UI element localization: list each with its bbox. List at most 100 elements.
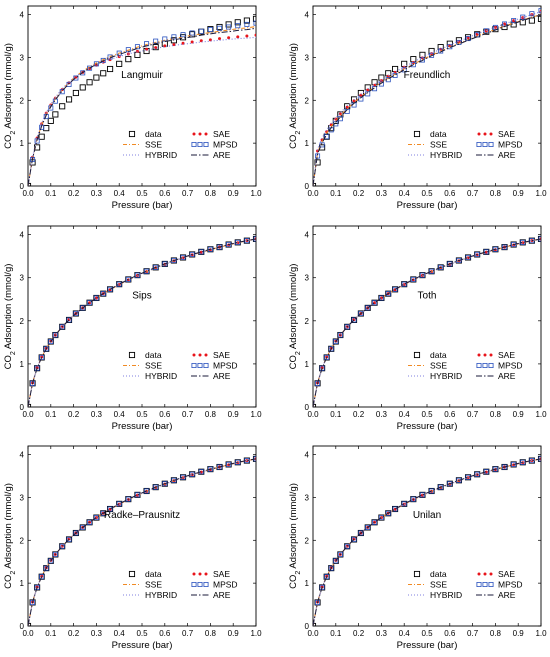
x-tick-label: 0.0 — [307, 189, 319, 198]
series-data — [313, 15, 541, 186]
chart-panel-5: 0.0 0.1 0.2 0.3 0.4 0.5 0.6 0.7 0.8 0.9 1.0 0 1 2 3 4 Pr… — [3, 445, 262, 651]
x-tick-label: 0.3 — [376, 629, 388, 638]
x-tick-label: 1.0 — [250, 189, 262, 198]
data-point — [216, 463, 223, 471]
x-axis-label: Pressure (bar) — [397, 421, 458, 432]
data-point — [352, 99, 356, 103]
data-point — [225, 21, 232, 28]
y-tick-label: 0 — [305, 182, 310, 191]
data-point — [161, 480, 168, 487]
data-point — [116, 60, 123, 67]
legend-marker — [198, 132, 202, 136]
data-point — [171, 477, 177, 483]
x-tick-label: 0.4 — [399, 410, 411, 419]
data-point — [125, 276, 132, 283]
y-axis-label: CO2 Adsorption (mmol/g) — [3, 43, 17, 149]
plot-area — [313, 235, 541, 407]
x-tick-label: 0.3 — [376, 410, 388, 419]
x-tick-label: 0.9 — [513, 410, 525, 419]
x-tick-label: 0.2 — [353, 629, 365, 638]
data-point — [372, 519, 378, 525]
data-point — [100, 510, 106, 516]
chart-panel-3: 0.0 0.1 0.2 0.3 0.4 0.5 0.6 0.7 0.8 0.9 1.0 0 1 2 3 4 Pr… — [3, 225, 262, 432]
legend-label-are: ARE — [213, 150, 231, 160]
legend-label-sae: SAE — [213, 350, 230, 360]
data-point — [474, 251, 481, 258]
data-point — [365, 305, 371, 311]
data-point — [235, 23, 241, 29]
y-tick-label: 0 — [305, 403, 310, 412]
data-point — [207, 246, 214, 253]
data-point — [134, 272, 140, 278]
data-point — [314, 159, 321, 166]
x-tick-label: 0.5 — [136, 410, 148, 419]
legend-label-sse: SSE — [145, 361, 162, 371]
data-point — [313, 403, 317, 407]
data-point — [530, 239, 534, 243]
legend-marker — [413, 570, 421, 578]
data-point — [107, 505, 114, 513]
chart-panel-6: 0.0 0.1 0.2 0.3 0.4 0.5 0.6 0.7 0.8 0.9 1.0 0 1 2 3 4 Pr… — [288, 445, 547, 651]
data-point — [410, 276, 416, 282]
data-point — [324, 134, 330, 140]
data-point — [438, 264, 444, 270]
series-mpsd — [315, 236, 541, 386]
legend-marker — [204, 132, 208, 136]
data-point — [226, 24, 232, 30]
data-point — [492, 246, 499, 253]
series-line-are — [28, 238, 256, 407]
data-point — [315, 380, 321, 386]
data-point — [93, 61, 99, 67]
data-point — [392, 65, 399, 73]
data-point — [350, 536, 358, 543]
data-point — [134, 492, 140, 498]
series-line-sse — [313, 14, 541, 186]
x-tick-label: 1.0 — [250, 629, 262, 638]
y-tick-label: 0 — [20, 403, 25, 412]
data-point — [428, 487, 435, 495]
panel-title: Unilan — [413, 510, 441, 521]
data-point — [29, 380, 36, 387]
data-point — [385, 510, 391, 516]
legend-label-data: data — [430, 129, 447, 139]
data-point — [125, 56, 132, 63]
data-point — [401, 501, 407, 507]
data-point — [100, 70, 107, 77]
legend-label-hybrid: HYBRID — [145, 150, 177, 160]
legend-marker — [192, 572, 196, 576]
data-point — [207, 27, 213, 33]
x-tick-label: 0.9 — [228, 189, 240, 198]
data-point — [34, 365, 41, 372]
legend-label-mpsd: MPSD — [213, 140, 238, 150]
data-point — [385, 291, 391, 297]
x-tick-label: 0.8 — [490, 410, 502, 419]
series-data — [313, 455, 541, 626]
data-point — [162, 36, 168, 42]
data-point — [87, 519, 93, 525]
legend-label-mpsd: MPSD — [498, 140, 523, 150]
data-point — [86, 299, 93, 306]
x-tick-label: 0.6 — [159, 189, 171, 198]
x-tick-label: 0.8 — [205, 629, 217, 638]
x-tick-label: 0.1 — [330, 410, 342, 419]
data-point — [245, 239, 249, 243]
legend-symbol-mpsd — [191, 141, 209, 147]
x-tick-label: 0.7 — [467, 410, 479, 419]
data-point — [152, 484, 159, 491]
x-tick-label: 0.6 — [444, 189, 456, 198]
legend-marker — [482, 141, 488, 147]
legend-label-data: data — [430, 350, 447, 360]
data-point — [198, 249, 204, 255]
data-point — [337, 331, 344, 339]
legend-label-data: data — [145, 350, 162, 360]
series-line-sse — [313, 238, 541, 407]
legend-marker — [191, 582, 197, 588]
data-point — [227, 36, 231, 40]
x-tick-label: 0.5 — [136, 629, 148, 638]
legend-marker — [128, 130, 136, 138]
data-point — [47, 557, 54, 564]
legend-symbol-data — [128, 351, 136, 359]
legend-marker — [197, 582, 203, 588]
data-point — [59, 324, 65, 330]
legend-symbol-data — [128, 130, 136, 138]
